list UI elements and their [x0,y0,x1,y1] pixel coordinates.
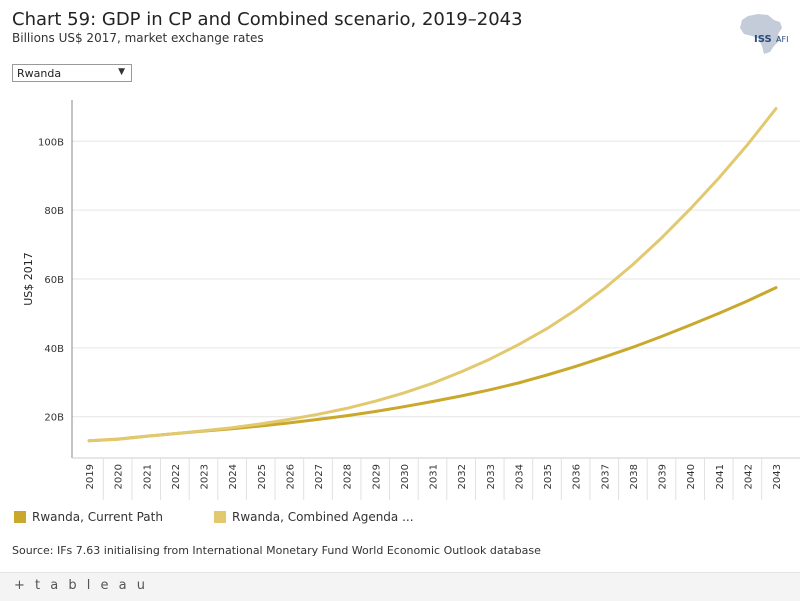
legend-item-current-path[interactable]: Rwanda, Current Path [14,510,163,524]
data-point[interactable] [746,144,748,146]
y-tick-label: 60B [44,275,64,286]
x-tick-label: 2032 [457,464,468,489]
data-point[interactable] [574,365,576,367]
legend-label-current-path: Rwanda, Current Path [32,510,163,524]
series-lines [87,107,778,443]
data-point[interactable] [88,440,90,442]
legend-swatch-combined [214,511,226,523]
x-tick-label: 2021 [142,464,153,489]
dropdown-selected-value: Rwanda [17,67,62,80]
data-point[interactable] [574,309,576,311]
data-point[interactable] [546,327,548,329]
x-tick-label: 2039 [658,464,669,489]
data-point[interactable] [775,286,777,288]
series-line-current-path[interactable] [87,286,778,443]
iss-africa-logo: ISS AFI [740,14,788,54]
data-point[interactable] [116,438,118,440]
x-tick-label: 2034 [514,464,525,489]
data-point[interactable] [202,430,204,432]
data-point[interactable] [689,208,691,210]
data-point[interactable] [689,324,691,326]
x-tick-label: 2020 [114,464,125,489]
logo-suffix: AFI [776,35,788,44]
axes: 20B 40B 60B 80B 100B 2019 2020 2021 2022 2023 2024… [38,100,800,500]
data-point[interactable] [345,407,347,409]
y-tick-label: 40B [44,344,64,355]
data-point[interactable] [231,427,233,429]
data-point[interactable] [660,237,662,239]
line-chart: 20B 40B 60B 80B 100B 2019 2020 2021 2022 2023 2024… [22,100,800,500]
data-point[interactable] [403,406,405,408]
x-tick-label: 2040 [686,464,697,489]
chart-subtitle: Billions US$ 2017, market exchange rates [12,31,264,45]
gridlines [72,140,800,418]
x-tick-label: 2042 [743,464,754,489]
data-point[interactable] [632,263,634,265]
legend-swatch-current-path [14,511,26,523]
data-point[interactable] [145,435,147,437]
legend-item-combined[interactable]: Rwanda, Combined Agenda ... [214,510,414,524]
data-point[interactable] [374,400,376,402]
data-point[interactable] [374,410,376,412]
x-tick-label: 2024 [228,464,239,489]
x-tick-label: 2037 [600,464,611,489]
x-tick-label: 2031 [429,464,440,489]
x-tick-label: 2038 [629,464,640,489]
chevron-down-icon[interactable]: ▼ [118,67,125,77]
data-point[interactable] [431,382,433,384]
data-point[interactable] [718,177,720,179]
data-point[interactable] [489,358,491,360]
x-tick-label: 2043 [772,464,783,489]
tableau-footer: + t a b l e a u [0,572,800,601]
data-point[interactable] [403,392,405,394]
data-point[interactable] [489,389,491,391]
africa-map-icon [740,14,782,54]
data-point[interactable] [288,418,290,420]
y-axis-label: US$ 2017 [22,252,35,306]
x-tick-label: 2029 [371,464,382,489]
x-tick-label: 2022 [171,464,182,489]
data-point[interactable] [660,335,662,337]
x-tick-label: 2019 [85,464,96,489]
data-point[interactable] [260,423,262,425]
x-tick-label: 2035 [543,464,554,489]
data-point[interactable] [174,432,176,434]
data-point[interactable] [746,300,748,302]
data-point[interactable] [775,107,777,109]
data-point[interactable] [603,287,605,289]
country-filter-dropdown[interactable]: Rwanda ▼ [12,64,132,82]
tableau-logo[interactable]: + t a b l e a u [14,578,148,593]
data-point[interactable] [317,413,319,415]
x-tick-label: 2025 [257,464,268,489]
legend-label-combined: Rwanda, Combined Agenda ... [232,510,414,524]
data-point[interactable] [546,374,548,376]
x-tick-label: 2033 [486,464,497,489]
data-point[interactable] [460,395,462,397]
data-point[interactable] [288,422,290,424]
x-tick-label: 2041 [715,464,726,489]
data-point[interactable] [317,418,319,420]
data-point[interactable] [460,371,462,373]
x-tick-label: 2036 [572,464,583,489]
series-line-combined[interactable] [87,107,778,443]
source-note: Source: IFs 7.63 initialising from Inter… [12,544,541,557]
x-tick-label: 2026 [285,464,296,489]
y-tick-label: 100B [38,137,64,148]
y-tick-label: 80B [44,206,64,217]
x-tick-label: 2027 [314,464,325,489]
data-point[interactable] [517,344,519,346]
logo-text: ISS [754,34,772,45]
data-point[interactable] [632,346,634,348]
x-tick-label: 2023 [200,464,211,489]
data-point[interactable] [431,400,433,402]
chart-title: Chart 59: GDP in CP and Combined scenari… [12,9,523,30]
data-point[interactable] [718,312,720,314]
data-point[interactable] [517,382,519,384]
x-tick-label: 2028 [343,464,354,489]
x-tick-label: 2030 [400,464,411,489]
y-tick-label: 20B [44,413,64,424]
data-point[interactable] [603,356,605,358]
data-point[interactable] [345,414,347,416]
